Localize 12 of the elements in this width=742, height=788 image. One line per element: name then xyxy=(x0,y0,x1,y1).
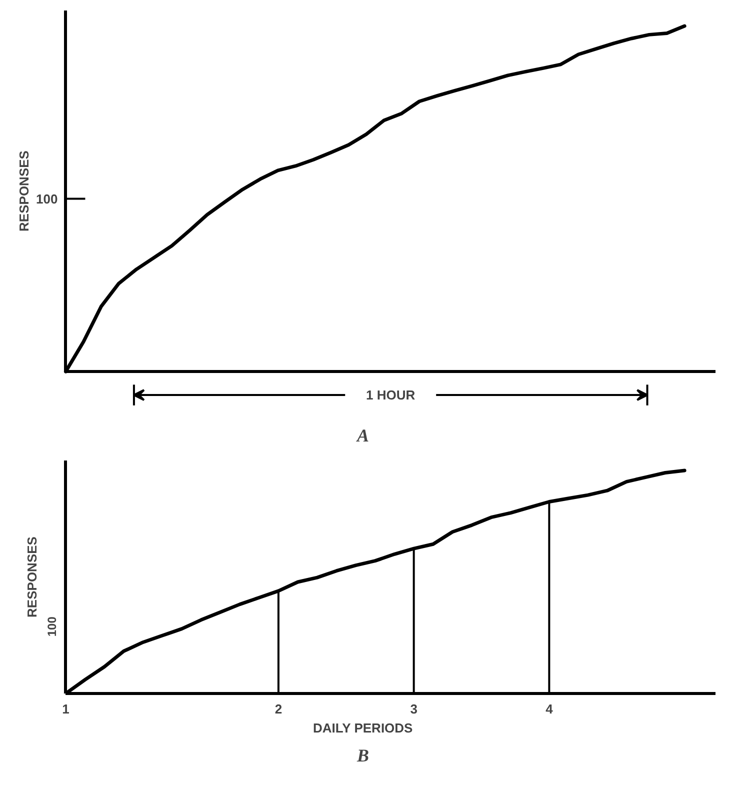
x-axis-title: DAILY PERIODS xyxy=(313,720,414,736)
x-tick-label: 2 xyxy=(274,702,282,716)
y-axis-title: RESPONSES xyxy=(24,536,40,618)
x-tick-label: 3 xyxy=(410,702,418,716)
text: B xyxy=(356,746,370,766)
text: A xyxy=(356,426,370,446)
x-tick-label: 1 xyxy=(62,702,70,716)
y-axis-title: RESPONSES xyxy=(16,150,32,232)
x-tick-label: 4 xyxy=(546,702,554,716)
text: 100 xyxy=(36,191,58,206)
text: 1 HOUR xyxy=(366,388,416,403)
text: 100 xyxy=(45,616,60,637)
